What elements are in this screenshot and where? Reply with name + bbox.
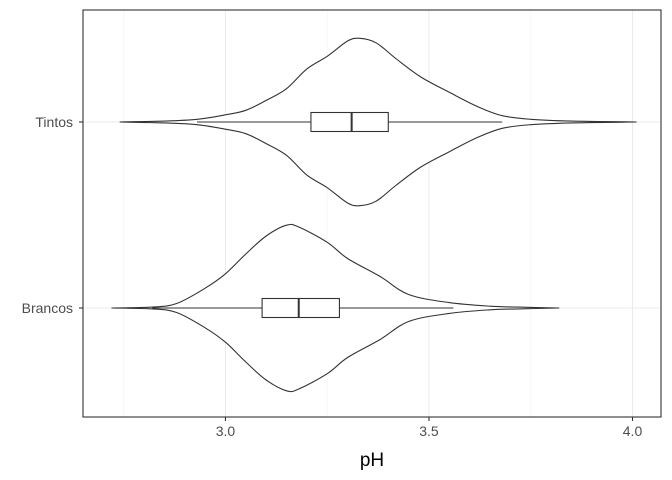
x-tick-label: 4.0 xyxy=(623,423,643,439)
x-tick-label: 3.0 xyxy=(216,423,236,439)
x-tick-label: 3.5 xyxy=(419,423,439,439)
plot-panel-border xyxy=(82,9,662,418)
box-iqr xyxy=(310,111,389,133)
box-iqr xyxy=(261,297,340,319)
boxplots xyxy=(152,111,503,319)
boxplot-tintos xyxy=(196,111,503,133)
boxplot-brancos xyxy=(152,297,454,319)
x-axis-title: pH xyxy=(360,450,384,471)
y-tick-label-tintos: Tintos xyxy=(35,114,73,130)
axes: 3.0 3.5 4.0 Tintos Brancos xyxy=(22,114,643,439)
violins xyxy=(111,37,637,393)
y-tick-label-brancos: Brancos xyxy=(22,300,73,316)
